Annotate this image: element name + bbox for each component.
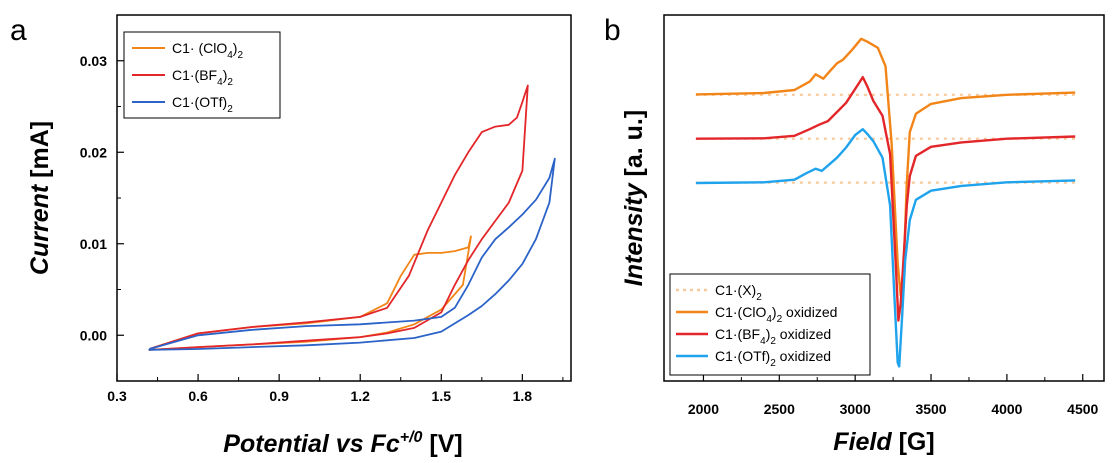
panel-b-series [695, 37, 1076, 368]
panel-b-legend-box [669, 273, 871, 376]
panel-b-label: b [604, 14, 621, 47]
panel-a-ytick-label: 0.03 [80, 53, 107, 69]
panel-a-xtick-label: 1.2 [350, 388, 370, 404]
panel-a-label: a [10, 14, 27, 47]
panel-a-y-axis-title: Current [mA] [26, 121, 54, 275]
panel-b-series-c1-otf-2-oxidized [695, 127, 1076, 368]
panel-b-series-c1-bf4-2-oxidized [695, 76, 1076, 322]
legend-label-clo4-oxidized: C1·(ClO4)2 oxidized [715, 304, 837, 325]
panel-a-x-axis-title: Potential vs Fc+/0 [V] [223, 429, 462, 458]
panel-b-xtick-label: 3500 [915, 401, 946, 417]
panel-a-xtick-label: 1.8 [513, 388, 533, 404]
panel-b-y-axis-title: Intensity [a. u.] [620, 110, 648, 286]
legend-label-clo4: C1· (ClO4)2 [172, 40, 243, 61]
panel-a-series [148, 84, 556, 351]
panel-a-xtick-label: 0.6 [188, 388, 208, 404]
panel-b-plot-frame [663, 14, 1105, 382]
panel-a-ytick-label: 0.02 [80, 144, 107, 160]
panel-b-legend: C1·(X)2 C1·(ClO4)2 oxidized C1·(BF4)2 ox… [669, 273, 871, 376]
panel-a-xtick-label: 1.5 [432, 388, 452, 404]
panel-b-epr-chart: 2000 2500 3000 3500 4000 4500 C1·(X)2 C1·(ClO… [620, 14, 1105, 456]
panel-b-ticks: 2000 2500 3000 3500 4000 4500 [688, 374, 1099, 417]
panel-a-ticks: 0.3 0.6 0.9 1.2 1.5 1.8 0.00 0.01 0.02 0.03 [80, 14, 564, 404]
panel-b-xtick-label: 4500 [1067, 401, 1098, 417]
panel-a-xtick-label: 0.3 [107, 388, 127, 404]
panel-a-legend: C1· (ClO4)2 C1·(BF4)2 C1·(OTf)2 [123, 31, 281, 119]
panel-b-series-c1-clo4-2-oxidized [695, 37, 1076, 297]
panel-b-xtick-label: 4000 [991, 401, 1022, 417]
panel-b-xtick-label: 2500 [764, 401, 795, 417]
legend-label-baseline: C1·(X)2 [715, 282, 762, 303]
panel-a-ytick-label: 0.01 [80, 236, 107, 252]
panel-a-series-c1-otf-2 [148, 157, 556, 351]
panel-a-xtick-label: 0.9 [269, 388, 289, 404]
panel-b-xtick-label: 2000 [688, 401, 719, 417]
panel-b-xtick-label: 3000 [840, 401, 871, 417]
panel-a-ytick-label: 0.00 [80, 327, 107, 343]
legend-label-bf4-oxidized: C1·(BF4)2 oxidized [715, 326, 831, 347]
legend-label-bf4: C1·(BF4)2 [172, 67, 233, 88]
panel-b-x-axis-title: Field [G] [833, 428, 934, 456]
panel-a-cv-chart: 0.3 0.6 0.9 1.2 1.5 1.8 0.00 0.01 0.02 0.03 C1· (… [26, 14, 572, 458]
legend-label-otf: C1·(OTf)2 [172, 94, 233, 115]
panel-a-series-c1-bf4-2 [148, 84, 529, 351]
legend-label-otf-oxidized: C1·(OTf)2 oxidized [715, 348, 831, 369]
